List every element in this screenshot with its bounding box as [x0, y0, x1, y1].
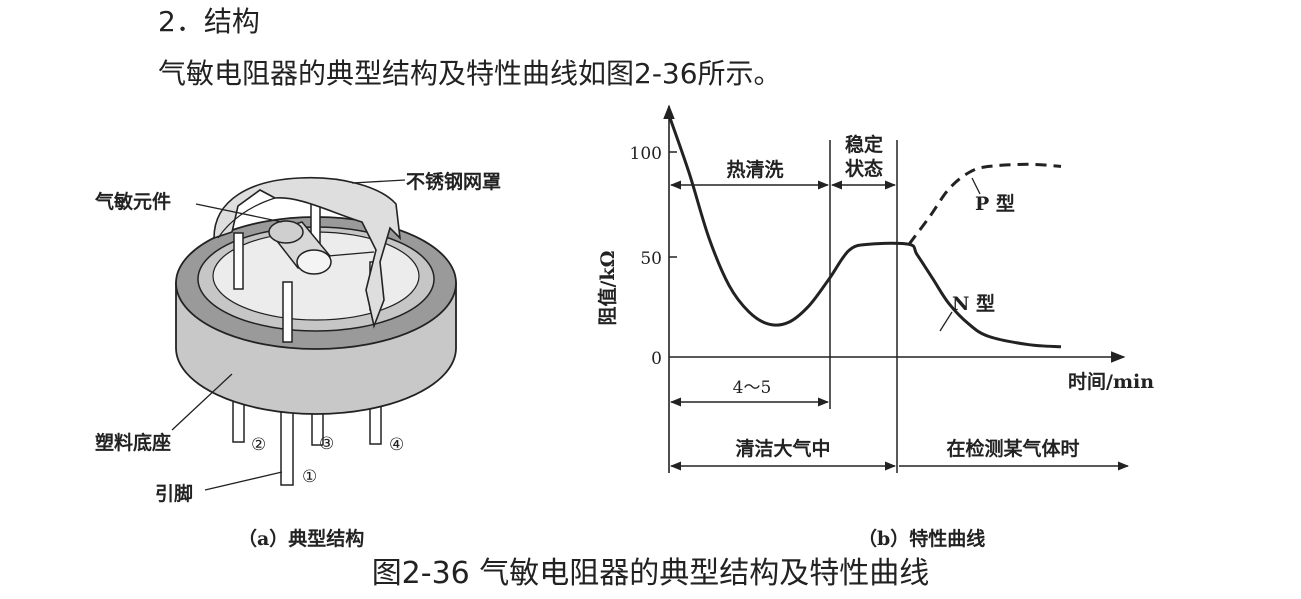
plastic-base-label: 塑料底座	[95, 431, 171, 454]
figure-caption: 图2-36 气敏电阻器的典型结构及特性曲线	[371, 556, 930, 591]
curve-n-type	[667, 114, 1062, 349]
y-axis-label: 阻值/kΩ	[596, 250, 619, 325]
pin-number-2: ②	[251, 435, 266, 455]
stable-label-line1: 稳定	[845, 133, 883, 156]
detecting-label: 在检测某气体时	[946, 437, 1079, 460]
curve-subcaption: （b）特性曲线	[858, 527, 985, 550]
section-heading: 2．结构	[158, 5, 260, 38]
y-tick-50: 50	[640, 249, 662, 269]
pin-2-top	[233, 232, 244, 290]
characteristic-chart: 100 50 0 阻值/kΩ 时间/min 热清洗 稳定 状态 4～5 清洁大气…	[596, 104, 1154, 550]
x-axis-label: 时间/min	[1068, 371, 1154, 393]
curve-p-type	[907, 162, 1062, 246]
mesh-cover	[213, 176, 402, 329]
p-type-label: P 型	[975, 192, 1015, 215]
intro-text: 气敏电阻器的典型结构及特性曲线如图2-36所示。	[158, 57, 782, 90]
hot-cleaning-label: 热清洗	[726, 158, 783, 181]
gas-element-label: 气敏元件	[94, 190, 171, 213]
clean-air-label: 清洁大气中	[735, 437, 830, 460]
stable-label-line2: 状态	[845, 157, 883, 180]
duration-label: 4～5	[733, 378, 772, 398]
gas-sensing-element	[268, 220, 375, 275]
y-tick-0: 0	[651, 349, 662, 369]
n-type-label: N 型	[952, 292, 995, 315]
pin-1-top	[282, 281, 293, 343]
pin-number-4: ④	[389, 435, 404, 455]
structure-diagram: 不锈钢网罩 气敏元件 塑料底座 引脚 ① ② ③ ④ （a）典型结构	[94, 171, 501, 550]
y-tick-100: 100	[630, 144, 662, 164]
pin-number-1: ①	[302, 467, 317, 487]
pins-label: 引脚	[155, 483, 193, 505]
structure-subcaption: （a）典型结构	[238, 527, 364, 550]
pin-number-3: ③	[319, 434, 334, 454]
mesh-cover-label: 不锈钢网罩	[406, 171, 501, 193]
